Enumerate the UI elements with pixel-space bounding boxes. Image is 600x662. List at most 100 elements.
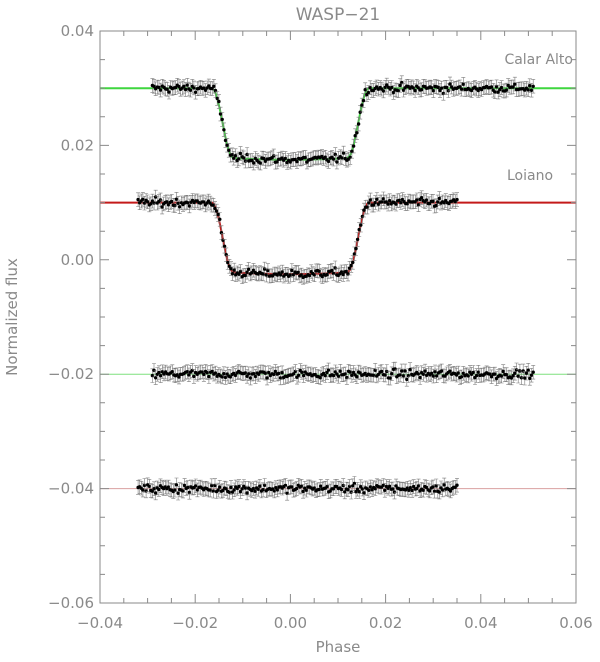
data-point — [412, 484, 416, 489]
data-point — [307, 273, 312, 278]
data-point — [445, 85, 449, 90]
data-point — [222, 128, 226, 132]
x-axis-label: Phase — [316, 638, 361, 656]
data-point — [261, 488, 265, 492]
data-point — [215, 96, 219, 101]
data-point — [474, 373, 479, 378]
data-point — [263, 483, 267, 487]
data-point — [166, 203, 171, 207]
data-point — [441, 91, 446, 96]
data-point — [371, 373, 376, 377]
data-point — [511, 85, 515, 89]
data-point — [461, 371, 465, 375]
data-point — [227, 490, 232, 494]
data-point — [210, 483, 214, 488]
data-point — [263, 371, 268, 375]
data-point — [331, 487, 336, 491]
data-point — [237, 272, 241, 276]
data-point — [185, 83, 189, 87]
data-point — [331, 373, 336, 378]
data-point — [357, 490, 361, 494]
data-point — [187, 373, 191, 377]
data-point — [303, 155, 307, 160]
data-point — [183, 87, 188, 92]
data-point — [157, 370, 161, 375]
data-point — [323, 155, 327, 159]
data-point — [388, 376, 392, 380]
data-point — [146, 200, 150, 204]
y-tick-label: −0.02 — [48, 365, 94, 383]
data-point — [302, 373, 306, 378]
data-point — [363, 88, 367, 92]
data-point — [157, 487, 161, 492]
data-point — [356, 122, 361, 126]
data-point — [238, 269, 243, 274]
data-point — [245, 491, 249, 495]
data-point — [229, 485, 233, 490]
data-point — [388, 199, 392, 203]
data-point — [381, 197, 385, 201]
data-point — [366, 90, 371, 95]
data-point — [352, 481, 357, 486]
data-point — [218, 112, 223, 116]
data-point — [391, 90, 396, 95]
data-point — [185, 370, 189, 374]
data-point — [358, 371, 362, 375]
data-point — [504, 373, 509, 377]
data-point — [252, 161, 256, 165]
data-point — [458, 85, 462, 89]
series-2 — [150, 361, 536, 387]
data-point — [437, 196, 442, 201]
data-point — [154, 491, 158, 495]
data-point — [350, 373, 354, 377]
data-point — [349, 263, 353, 268]
data-point — [195, 488, 200, 492]
data-point — [292, 372, 296, 376]
data-point — [186, 485, 190, 490]
data-point — [230, 272, 235, 276]
data-point — [362, 491, 366, 495]
data-point — [272, 489, 276, 493]
data-point — [220, 375, 224, 379]
data-point — [381, 89, 386, 93]
data-point — [524, 371, 529, 375]
x-tick-label: −0.02 — [172, 614, 218, 632]
data-point — [526, 368, 530, 372]
data-point — [354, 246, 358, 251]
data-point — [476, 370, 480, 374]
data-point — [368, 86, 372, 90]
data-point — [335, 160, 339, 164]
data-point — [192, 86, 196, 90]
data-point — [398, 83, 402, 88]
data-point — [471, 370, 475, 375]
data-point — [290, 268, 294, 273]
data-point — [347, 484, 352, 489]
data-point — [351, 370, 356, 375]
data-point — [529, 373, 534, 377]
data-point — [188, 88, 193, 92]
data-point — [431, 485, 435, 489]
data-point — [238, 489, 243, 494]
data-point — [367, 488, 371, 492]
data-point — [346, 488, 350, 492]
data-point — [493, 372, 497, 376]
data-point — [424, 485, 429, 490]
data-point — [275, 160, 279, 164]
data-point — [448, 489, 453, 493]
y-tick-label: −0.04 — [48, 480, 94, 498]
data-point — [194, 484, 198, 488]
data-point — [176, 201, 180, 205]
data-point — [304, 488, 309, 492]
data-point — [232, 488, 236, 492]
data-point — [186, 201, 190, 205]
data-point — [338, 369, 342, 373]
data-point — [355, 237, 360, 242]
data-point — [360, 103, 364, 107]
data-point — [501, 369, 505, 374]
data-points — [136, 75, 536, 501]
data-point — [348, 155, 352, 160]
data-point — [248, 376, 253, 380]
data-point — [440, 369, 444, 373]
data-point — [182, 84, 186, 89]
model-lines — [100, 87, 576, 490]
